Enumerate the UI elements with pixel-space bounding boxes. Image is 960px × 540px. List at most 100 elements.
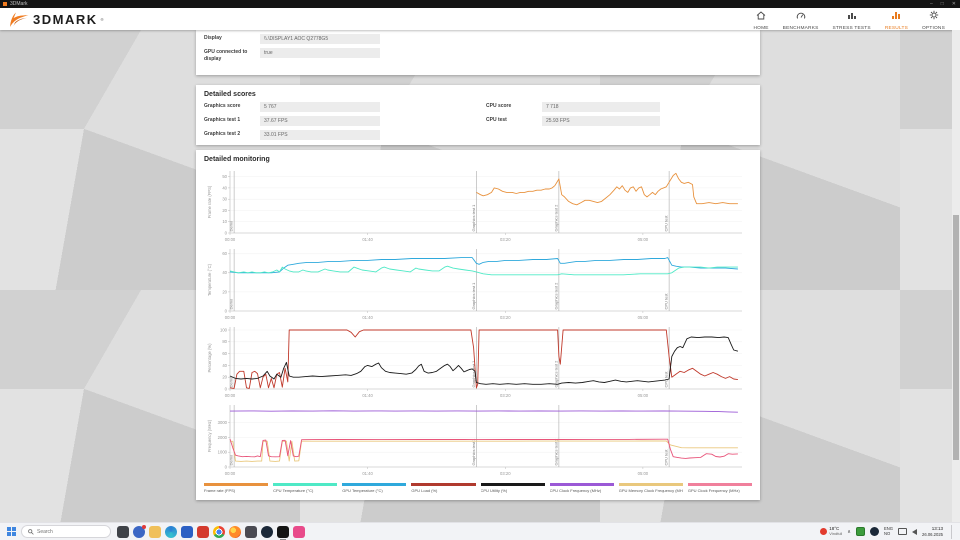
taskbar-app-edge-icon[interactable] (165, 525, 177, 538)
legend-label: GPU Memory Clock Frequency (MHz) (618, 487, 683, 493)
svg-text:03:20: 03:20 (500, 237, 511, 242)
info-label: Display (204, 35, 222, 41)
search-input[interactable] (37, 528, 97, 535)
series-gpu-temperature (229, 257, 738, 274)
speaker-icon[interactable] (912, 528, 918, 535)
series-cpu-utility (229, 336, 739, 385)
tray-steam-icon[interactable] (869, 527, 879, 536)
svg-text:05:00: 05:00 (638, 237, 649, 242)
taskbar-app-3dmark-icon[interactable] (277, 525, 289, 540)
tray-app-green-icon[interactable] (855, 527, 865, 536)
taskbar-app-photos-icon[interactable] (181, 525, 193, 538)
nav-label: STRESS TESTS (832, 26, 871, 31)
taskbar-app-firefox-icon[interactable] (229, 525, 241, 538)
weather-widget[interactable]: 18°C Vindfull (820, 526, 842, 536)
close-button[interactable]: ✕ (951, 1, 956, 7)
window-title-bar: 3DMark – □ ✕ (0, 0, 960, 8)
maximize-button[interactable]: □ (940, 1, 944, 7)
legend-label: GPU Clock Frequency (MHz) (687, 487, 740, 493)
registered-mark: ® (100, 16, 104, 22)
legend-color-bar (273, 483, 338, 486)
legend-color-bar (204, 483, 269, 486)
svg-text:Graphics test 1: Graphics test 1 (471, 438, 476, 466)
info-row: Graphics test 1 37.67 FPS (204, 116, 478, 126)
home-icon (756, 7, 766, 25)
info-row: CPU test 25.93 FPS (486, 116, 752, 126)
taskbar-clock[interactable]: 13:13 26.06.2025 (922, 526, 943, 536)
info-label: CPU score (486, 103, 512, 109)
legend-item: CPU Clock Frequency (MHz) (549, 483, 614, 493)
taskbar-apps (117, 524, 305, 540)
legend-item: CPU Temperature (°C) (273, 483, 338, 493)
chart-row-temperature: 0 20 40 60 00:00 01:40 03:20 05:00 Demo Graphics … (204, 245, 752, 323)
taskbar-app-steam-icon[interactable] (261, 525, 273, 538)
taskbar-app-notepad-icon[interactable] (245, 525, 257, 538)
nav-item-benchmarks[interactable]: BENCHMARKS (776, 6, 826, 32)
legend-item: GPU Clock Frequency (MHz) (687, 483, 752, 493)
svg-text:60: 60 (222, 251, 227, 256)
info-label: Graphics test 2 (204, 131, 241, 137)
info-label: GPU connected to display (204, 49, 248, 62)
detailed-scores-title: Detailed scores (204, 91, 256, 98)
tray-chevron-up-icon[interactable]: ∧ (847, 528, 851, 535)
monitoring-charts: 0 10 20 30 40 50 00:00 01:40 03:20 05:00 Demo Graph… (204, 167, 752, 479)
taskbar-app-chrome-icon[interactable] (213, 525, 225, 538)
taskbar-app-file-explorer-icon[interactable] (149, 525, 161, 538)
start-button[interactable] (4, 525, 18, 539)
logo-text: 3DMARK (33, 11, 98, 27)
legend-label: CPU Temperature (°C) (273, 487, 314, 493)
chart-row-frame-rate: 0 10 20 30 40 50 00:00 01:40 03:20 05:00 Demo Graph… (204, 167, 752, 245)
logo-wing-icon (10, 12, 29, 27)
nav-item-results[interactable]: RESULTS (878, 6, 915, 32)
series-cpu-clock (229, 410, 738, 413)
show-desktop-button[interactable] (951, 524, 953, 539)
scrollbar-thumb[interactable] (953, 215, 959, 460)
svg-text:40: 40 (222, 363, 227, 368)
svg-text:100: 100 (220, 327, 228, 332)
svg-text:20: 20 (222, 375, 227, 380)
legend-item: Frame rate (FPS) (204, 483, 269, 493)
svg-text:01:40: 01:40 (362, 471, 373, 476)
chart-frequency: 0 1000 2000 3000 00:00 01:40 03:20 05:00 Demo Gra… (207, 405, 742, 476)
taskbar-app-task-view-icon[interactable] (117, 525, 129, 538)
svg-text:Graphics test 2: Graphics test 2 (553, 282, 558, 310)
legend-color-bar (411, 483, 476, 486)
svg-text:01:40: 01:40 (362, 393, 373, 398)
nav-item-options[interactable]: OPTIONS (915, 6, 952, 32)
svg-text:CPU test: CPU test (664, 371, 669, 388)
taskbar-app-copilot-icon[interactable] (133, 524, 146, 538)
search-icon (28, 528, 34, 535)
svg-text:20: 20 (222, 208, 227, 213)
legend-label: GPU Temperature (°C) (342, 487, 383, 493)
system-info-card: Display \\.\DISPLAY1 AOC Q2778G5 GPU conne… (196, 30, 760, 75)
svg-text:0: 0 (225, 308, 228, 313)
language-indicator[interactable]: ENG NO (884, 526, 893, 536)
options-icon (929, 7, 939, 25)
info-value: 7 718 (542, 102, 660, 112)
scores-grid: Graphics score 5 767 Graphics test 1 37.67 … (204, 102, 752, 144)
info-value: 37.67 FPS (260, 116, 380, 126)
svg-text:0: 0 (225, 230, 228, 235)
chart-percentage: 0 20 40 60 80 100 00:00 01:40 03:20 05:00 Demo Grap… (207, 327, 742, 398)
nav-item-home[interactable]: HOME (746, 6, 775, 32)
weather-icon (820, 527, 828, 535)
svg-text:10: 10 (222, 219, 227, 224)
detailed-scores-card: Detailed scores Graphics score 5 767 Graph… (196, 85, 760, 145)
taskbar-app-defender-icon[interactable] (197, 525, 209, 538)
info-row: Display \\.\DISPLAY1 AOC Q2778G5 (204, 34, 752, 44)
nav-item-stress[interactable]: STRESS TESTS (826, 6, 878, 32)
window-scrollbar[interactable] (952, 30, 960, 522)
series-gpu-clock (229, 438, 738, 459)
svg-text:80: 80 (222, 339, 227, 344)
svg-text:40: 40 (222, 270, 227, 275)
tray-device-icon[interactable] (898, 528, 908, 535)
taskbar-search[interactable] (21, 525, 111, 538)
legend-label: Frame rate (FPS) (204, 487, 236, 493)
benchmarks-icon (796, 7, 806, 25)
nav-label: OPTIONS (922, 26, 945, 31)
info-value: 5 767 (260, 102, 380, 112)
taskbar-app-gpu-tool-icon[interactable] (293, 525, 305, 538)
minimize-button[interactable]: – (929, 1, 933, 7)
nav-label: HOME (753, 26, 769, 31)
